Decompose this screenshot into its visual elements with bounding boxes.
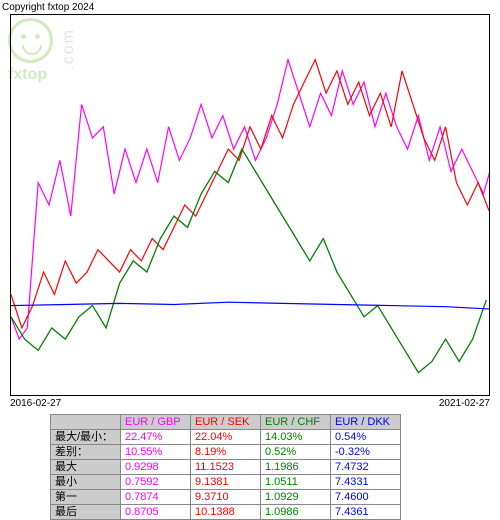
table-cell: 1.0929 xyxy=(261,490,331,505)
table-cell: 0.7592 xyxy=(121,475,191,490)
table-cell: -0.32% xyxy=(331,445,401,460)
table-cell: 14.03% xyxy=(261,430,331,445)
table-cell: 0.54% xyxy=(331,430,401,445)
table-cell: 7.4361 xyxy=(331,505,401,520)
table-cell: 1.0511 xyxy=(261,475,331,490)
table-cell: 1.0986 xyxy=(261,505,331,520)
table-header xyxy=(51,415,121,430)
series-eurchf xyxy=(11,149,486,373)
table-cell: 1.1986 xyxy=(261,460,331,475)
table-cell: 9.1381 xyxy=(191,475,261,490)
row-label: 差别： xyxy=(51,445,121,460)
series-eurgbp xyxy=(11,60,489,339)
table-cell: 22.04% xyxy=(191,430,261,445)
table-cell: 0.9298 xyxy=(121,460,191,475)
row-label: 最后 xyxy=(51,505,121,520)
table-cell: 7.4732 xyxy=(331,460,401,475)
table-cell: 10.55% xyxy=(121,445,191,460)
row-label: 第一 xyxy=(51,490,121,505)
table-cell: 11.1523 xyxy=(191,460,261,475)
table-cell: 10.1388 xyxy=(191,505,261,520)
table-cell: 0.7874 xyxy=(121,490,191,505)
row-label: 最大/最小： xyxy=(51,430,121,445)
table-cell: 7.4600 xyxy=(331,490,401,505)
table-header: EUR / SEK xyxy=(191,415,261,430)
table-cell: 7.4331 xyxy=(331,475,401,490)
x-axis-start: 2016-02-27 xyxy=(10,398,61,409)
copyright-text: Copyright fxtop 2024 xyxy=(2,2,94,13)
x-axis-end: 2021-02-27 xyxy=(439,398,490,409)
row-label: 最大 xyxy=(51,460,121,475)
table-cell: 22.47% xyxy=(121,430,191,445)
summary-table: EUR / GBPEUR / SEKEUR / CHFEUR / DKK 最大/… xyxy=(50,414,401,520)
row-label: 最小 xyxy=(51,475,121,490)
table-cell: 8.19% xyxy=(191,445,261,460)
table-cell: 9.3710 xyxy=(191,490,261,505)
table-header: EUR / DKK xyxy=(331,415,401,430)
series-eursek xyxy=(11,60,489,328)
series-eurdkk xyxy=(11,302,489,309)
table-cell: 0.52% xyxy=(261,445,331,460)
table-header: EUR / GBP xyxy=(121,415,191,430)
table-header: EUR / CHF xyxy=(261,415,331,430)
table-cell: 0.8705 xyxy=(121,505,191,520)
line-chart xyxy=(10,14,490,396)
